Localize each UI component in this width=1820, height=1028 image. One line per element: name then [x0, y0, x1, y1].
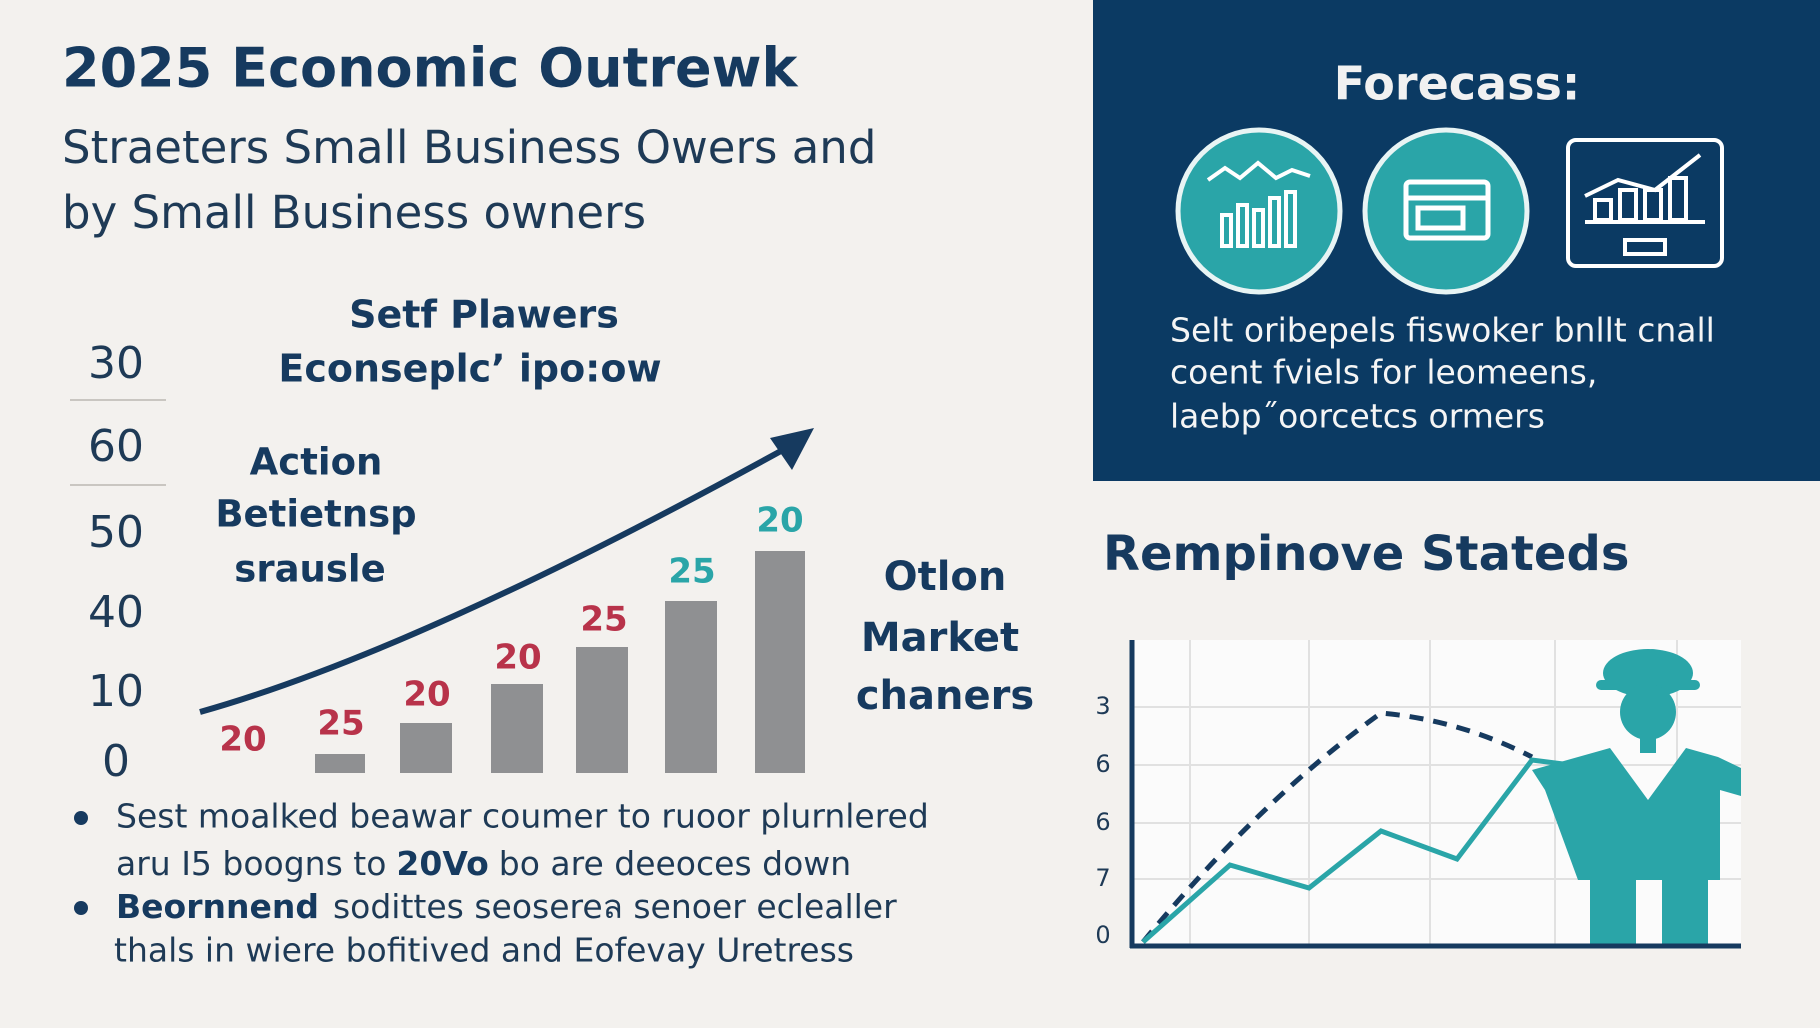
bullet — [74, 811, 88, 825]
annotation: Betietnsp — [215, 493, 416, 536]
trend-arrow — [199, 443, 792, 715]
text: aru I5 boogns to — [116, 844, 386, 883]
emphasis: 20Vo — [396, 844, 488, 883]
bar — [315, 754, 365, 773]
person-figure — [1532, 649, 1741, 946]
y-label: 3 — [1095, 692, 1110, 720]
bar — [576, 647, 628, 773]
arrow-head — [770, 428, 814, 470]
y-label: 40 — [88, 587, 144, 638]
bar-label: 20 — [219, 720, 266, 760]
icon — [1362, 127, 1530, 295]
bar — [491, 684, 543, 773]
bullet-text: Sest moalked beawar coumer to ruoor plur… — [116, 797, 929, 836]
y-label: 10 — [88, 666, 144, 717]
panel-text: coent fviels for leomeens, — [1170, 353, 1597, 392]
bullet-text: thals in wiere bofitived and Eofevay Ure… — [114, 931, 854, 970]
y-label: 30 — [88, 338, 144, 389]
annotation: Action — [250, 441, 383, 484]
y-label: 60 — [88, 421, 144, 472]
side-note: Otlon — [884, 554, 1007, 600]
y-label: 0 — [102, 736, 130, 787]
panel-title: Forecass: — [1334, 57, 1581, 111]
panel-text: Selt oribepels fiswoker bnllt cnall — [1170, 311, 1715, 350]
bar-label: 20 — [756, 501, 803, 541]
icon-graphic — [1206, 160, 1311, 248]
emphasis: Beornnend — [116, 887, 319, 926]
y-label: 6 — [1095, 808, 1110, 836]
subtitle: by Small Business owners — [62, 186, 646, 239]
bar-label: 25 — [668, 552, 715, 592]
bar-label: 20 — [403, 675, 450, 715]
text: soditte​s seosereล senoer eclealler — [333, 887, 897, 926]
subtitle: Straeters Small Business Owers and — [62, 121, 876, 174]
bullet — [74, 901, 88, 915]
chart-title: Econseplc’ ipo:ow — [278, 347, 661, 391]
y-label: 0 — [1095, 921, 1110, 949]
dashed-trend — [1141, 710, 1534, 944]
icon-graphic — [1403, 179, 1491, 241]
panel-text: laebp˝oorcetcs ormers — [1170, 397, 1545, 436]
laptop-icon — [1566, 138, 1724, 268]
annotation: srausle — [234, 548, 385, 591]
bullet-text: Beornnend soditte​s seosereล senoer eclea… — [116, 887, 897, 926]
y-label: 6 — [1095, 750, 1110, 778]
bar-label: 25 — [580, 600, 627, 640]
side-note: Market — [861, 615, 1019, 661]
bar — [665, 601, 717, 773]
text: bo are deeoces down — [499, 844, 851, 883]
title: 2025 Economic Outrewk — [62, 37, 799, 100]
y-label: 50 — [88, 507, 144, 558]
chart-title: Setf Plawers — [349, 293, 619, 337]
bar — [400, 723, 452, 773]
bar — [755, 551, 805, 773]
trend-line — [1141, 757, 1580, 944]
side-note: chaners — [856, 673, 1034, 719]
y-label: 7 — [1095, 864, 1110, 892]
bullet-text: aru I5 boogns to 20Vo bo are deeoces down — [116, 844, 851, 883]
chart-title: Rempinove Stateds — [1103, 526, 1629, 582]
bar-label: 25 — [317, 704, 364, 744]
bar-label: 20 — [494, 638, 541, 678]
